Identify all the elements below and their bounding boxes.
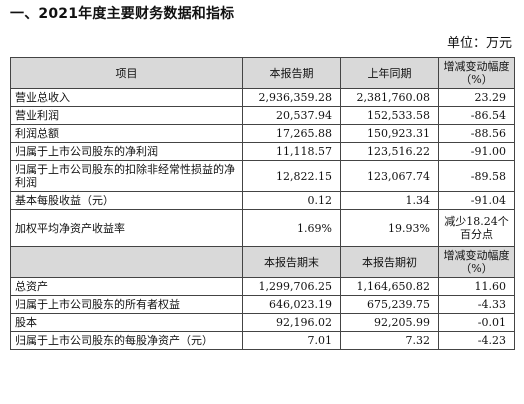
header-item: 项目	[10, 57, 243, 89]
row-change: -89.58	[438, 160, 515, 192]
row-change: 23.29	[438, 88, 515, 107]
section-heading: 一、2021年度主要财务数据和指标	[10, 6, 235, 22]
row-change: -86.54	[438, 106, 515, 125]
row-change: -91.04	[438, 191, 515, 210]
row-prior: 7.32	[340, 331, 439, 350]
row-item: 营业总收入	[10, 88, 243, 107]
table-row: 归属于上市公司股东的扣除非经常性损益的净利润 12,822.15 123,067…	[10, 160, 515, 192]
header-prior: 上年同期	[340, 57, 439, 89]
row-current: 92,196.02	[242, 313, 341, 332]
row-change: -4.23	[438, 331, 515, 350]
row-current: 646,023.19	[242, 295, 341, 314]
subheader-change: 增减变动幅度（%）	[438, 246, 515, 278]
row-change: 减少18.24个百分点	[438, 209, 515, 247]
row-prior: 152,533.58	[340, 106, 439, 125]
row-item: 总资产	[10, 277, 243, 296]
row-change: -88.56	[438, 124, 515, 143]
row-change: 11.60	[438, 277, 515, 296]
row-item: 归属于上市公司股东的净利润	[10, 142, 243, 161]
table-subheader-row: 本报告期末 本报告期初 增减变动幅度（%）	[10, 246, 515, 278]
row-prior: 1,164,650.82	[340, 277, 439, 296]
row-prior: 92,205.99	[340, 313, 439, 332]
row-current: 11,118.57	[242, 142, 341, 161]
row-current: 17,265.88	[242, 124, 341, 143]
table-row: 总资产 1,299,706.25 1,164,650.82 11.60	[10, 277, 515, 296]
row-current: 7.01	[242, 331, 341, 350]
row-prior: 1.34	[340, 191, 439, 210]
row-prior: 2,381,760.08	[340, 88, 439, 107]
table-row: 归属于上市公司股东的所有者权益 646,023.19 675,239.75 -4…	[10, 295, 515, 314]
row-current: 2,936,359.28	[242, 88, 341, 107]
row-prior: 675,239.75	[340, 295, 439, 314]
header-change: 增减变动幅度（%）	[438, 57, 515, 89]
row-change: -91.00	[438, 142, 515, 161]
row-current: 1,299,706.25	[242, 277, 341, 296]
row-item: 加权平均净资产收益率	[10, 209, 243, 247]
table-row: 基本每股收益（元） 0.12 1.34 -91.04	[10, 191, 515, 210]
subheader-begin: 本报告期初	[340, 246, 439, 278]
table-row: 归属于上市公司股东的每股净资产（元） 7.01 7.32 -4.23	[10, 331, 515, 350]
financial-table: 项目 本报告期 上年同期 增减变动幅度（%） 营业总收入 2,936,359.2…	[10, 57, 515, 350]
row-item: 归属于上市公司股东的所有者权益	[10, 295, 243, 314]
row-change: -0.01	[438, 313, 515, 332]
table-row: 营业总收入 2,936,359.28 2,381,760.08 23.29	[10, 88, 515, 107]
table-header-row: 项目 本报告期 上年同期 增减变动幅度（%）	[10, 57, 515, 89]
header-current: 本报告期	[242, 57, 341, 89]
row-change: -4.33	[438, 295, 515, 314]
row-current: 12,822.15	[242, 160, 341, 192]
row-current: 1.69%	[242, 209, 341, 247]
row-item: 股本	[10, 313, 243, 332]
row-prior: 123,516.22	[340, 142, 439, 161]
table-row: 利润总额 17,265.88 150,923.31 -88.56	[10, 124, 515, 143]
row-item: 基本每股收益（元）	[10, 191, 243, 210]
row-item: 营业利润	[10, 106, 243, 125]
row-item: 利润总额	[10, 124, 243, 143]
row-item: 归属于上市公司股东的扣除非经常性损益的净利润	[10, 160, 243, 192]
row-current: 20,537.94	[242, 106, 341, 125]
table-row: 营业利润 20,537.94 152,533.58 -86.54	[10, 106, 515, 125]
row-prior: 123,067.74	[340, 160, 439, 192]
subheader-blank	[10, 246, 243, 278]
row-current: 0.12	[242, 191, 341, 210]
unit-label: 单位：万元	[446, 36, 512, 51]
table-row: 归属于上市公司股东的净利润 11,118.57 123,516.22 -91.0…	[10, 142, 515, 161]
row-prior: 150,923.31	[340, 124, 439, 143]
table-row: 股本 92,196.02 92,205.99 -0.01	[10, 313, 515, 332]
row-item: 归属于上市公司股东的每股净资产（元）	[10, 331, 243, 350]
subheader-end: 本报告期末	[242, 246, 341, 278]
table-row: 加权平均净资产收益率 1.69% 19.93% 减少18.24个百分点	[10, 209, 515, 247]
row-prior: 19.93%	[340, 209, 439, 247]
